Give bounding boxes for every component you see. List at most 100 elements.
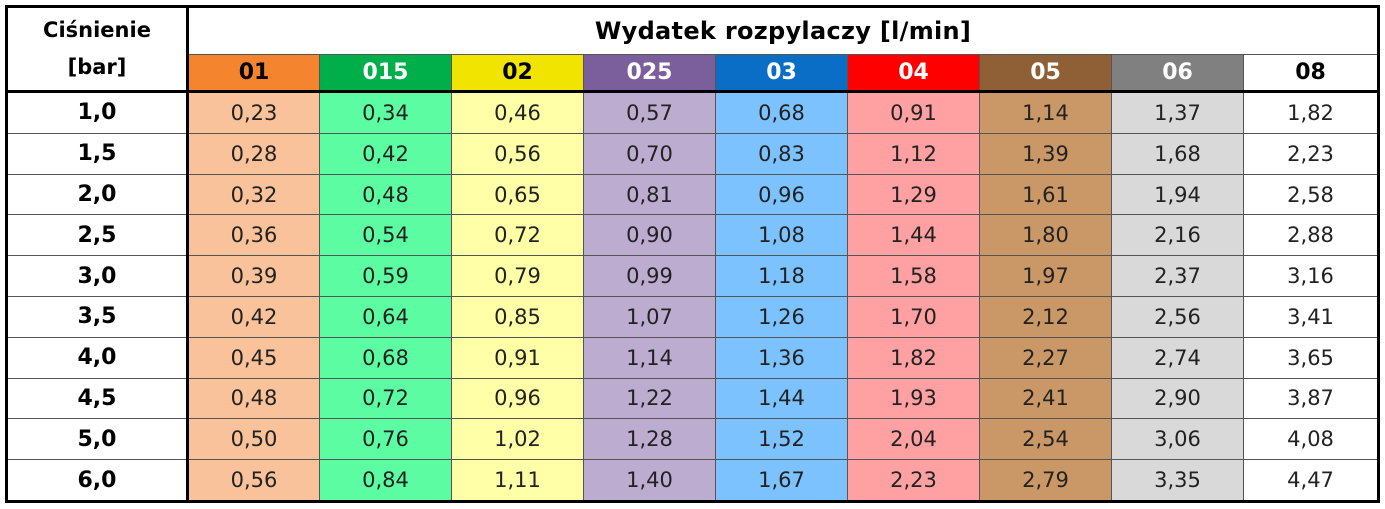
flow-value-cell: 0,34 <box>319 91 452 134</box>
flow-value-cell: 0,90 <box>583 214 716 257</box>
flow-value-cell: 0,96 <box>715 173 848 216</box>
table-title-row: Ciśnienie [bar] Wydatek rozpylaczy [l/min… <box>6 6 1380 93</box>
flow-value-cell: 1,02 <box>451 418 584 461</box>
flow-value-cell: 0,45 <box>187 336 320 379</box>
pressure-value: 6,0 <box>6 459 189 502</box>
flow-value-cell: 0,84 <box>319 459 452 502</box>
flow-value-cell: 0,72 <box>451 214 584 257</box>
pressure-value: 3,0 <box>6 255 189 297</box>
table-row: 4,5 0,48 0,72 0,96 1,22 1,44 1,93 2,41 2,90 3,87 <box>6 377 1380 420</box>
flow-value-cell: 0,91 <box>451 336 584 379</box>
flow-value-cell: 0,23 <box>187 91 320 134</box>
table-row: 1,0 0,23 0,34 0,46 0,57 0,68 0,91 1,14 1,37 1,82 <box>6 91 1380 134</box>
flow-value-cell: 2,37 <box>1111 255 1244 297</box>
nozzle-header-02: 02 <box>451 54 584 93</box>
flow-value-cell: 1,22 <box>583 377 716 420</box>
flow-value-cell: 2,56 <box>1111 295 1244 338</box>
flow-value-cell: 1,97 <box>979 255 1112 297</box>
table-body: 1,0 0,23 0,34 0,46 0,57 0,68 0,91 1,14 1,37 1,82 1… <box>6 91 1380 502</box>
flow-value-cell: 3,41 <box>1242 295 1380 338</box>
pressure-value: 3,5 <box>6 295 189 338</box>
flow-value-cell: 1,80 <box>979 214 1112 257</box>
nozzle-header-04: 04 <box>847 54 980 93</box>
flow-value-cell: 2,41 <box>979 377 1112 420</box>
flow-value-cell: 2,88 <box>1242 214 1380 257</box>
flow-value-cell: 0,79 <box>451 255 584 297</box>
flow-value-cell: 0,68 <box>715 91 848 134</box>
flow-value-cell: 0,36 <box>187 214 320 257</box>
pressure-value: 1,0 <box>6 91 189 134</box>
flow-value-cell: 0,48 <box>319 173 452 216</box>
flow-value-cell: 1,18 <box>715 255 848 297</box>
flow-value-cell: 0,28 <box>187 132 320 175</box>
flow-value-cell: 2,79 <box>979 459 1112 502</box>
nozzle-header-row: 01 015 02 025 03 04 05 06 08 <box>7 54 1380 93</box>
flow-value-cell: 0,65 <box>451 173 584 216</box>
flow-value-cell: 1,08 <box>715 214 848 257</box>
flow-value-cell: 0,96 <box>451 377 584 420</box>
table-row: 2,5 0,36 0,54 0,72 0,90 1,08 1,44 1,80 2,16 2,88 <box>6 214 1380 257</box>
flow-value-cell: 1,82 <box>847 336 980 379</box>
nozzle-flow-table: Ciśnienie [bar] Wydatek rozpylaczy [l/min… <box>5 5 1381 503</box>
flow-value-cell: 1,58 <box>847 255 980 297</box>
table-row: 4,0 0,45 0,68 0,91 1,14 1,36 1,82 2,27 2,74 3,65 <box>6 336 1380 379</box>
flow-value-cell: 0,99 <box>583 255 716 297</box>
table-row: 3,5 0,42 0,64 0,85 1,07 1,26 1,70 2,12 2,56 3,41 <box>6 295 1380 338</box>
table-row: 2,0 0,32 0,48 0,65 0,81 0,96 1,29 1,61 1,94 2,58 <box>6 173 1380 216</box>
flow-value-cell: 0,50 <box>187 418 320 461</box>
flow-value-cell: 0,68 <box>319 336 452 379</box>
nozzle-header-01: 01 <box>187 54 320 93</box>
flow-value-cell: 1,26 <box>715 295 848 338</box>
flow-value-cell: 0,48 <box>187 377 320 420</box>
flow-value-cell: 1,28 <box>583 418 716 461</box>
flow-value-cell: 1,52 <box>715 418 848 461</box>
nozzle-header-015: 015 <box>319 54 452 93</box>
flow-value-cell: 1,07 <box>583 295 716 338</box>
nozzle-header-03: 03 <box>715 54 848 93</box>
pressure-value: 4,5 <box>6 377 189 420</box>
flow-value-cell: 1,44 <box>715 377 848 420</box>
flow-value-cell: 1,14 <box>979 91 1112 134</box>
flow-value-cell: 1,94 <box>1111 173 1244 216</box>
flow-value-cell: 0,76 <box>319 418 452 461</box>
flow-value-cell: 0,83 <box>715 132 848 175</box>
flow-value-cell: 1,37 <box>1111 91 1244 134</box>
table-title: Wydatek rozpylaczy [l/min] <box>186 6 1380 55</box>
flow-value-cell: 3,16 <box>1242 255 1380 297</box>
table-row: 1,5 0,28 0,42 0,56 0,70 0,83 1,12 1,39 1,68 2,23 <box>6 132 1380 175</box>
flow-value-cell: 4,08 <box>1242 418 1380 461</box>
flow-value-cell: 0,57 <box>583 91 716 134</box>
flow-value-cell: 3,06 <box>1111 418 1244 461</box>
flow-value-cell: 2,23 <box>847 459 980 502</box>
pressure-value: 2,0 <box>6 173 189 216</box>
flow-value-cell: 3,87 <box>1242 377 1380 420</box>
nozzle-header-05: 05 <box>979 54 1112 93</box>
nozzle-header-08: 08 <box>1242 54 1380 93</box>
flow-value-cell: 2,58 <box>1242 173 1380 216</box>
table-row: 6,0 0,56 0,84 1,11 1,40 1,67 2,23 2,79 3,35 4,47 <box>6 459 1380 502</box>
flow-value-cell: 1,36 <box>715 336 848 379</box>
flow-value-cell: 0,56 <box>187 459 320 502</box>
flow-value-cell: 1,68 <box>1111 132 1244 175</box>
flow-value-cell: 1,29 <box>847 173 980 216</box>
flow-value-cell: 2,04 <box>847 418 980 461</box>
flow-value-cell: 2,12 <box>979 295 1112 338</box>
flow-value-cell: 1,11 <box>451 459 584 502</box>
flow-value-cell: 0,42 <box>319 132 452 175</box>
table-row: 3,0 0,39 0,59 0,79 0,99 1,18 1,58 1,97 2,37 3,16 <box>6 255 1380 297</box>
flow-value-cell: 1,70 <box>847 295 980 338</box>
flow-value-cell: 0,85 <box>451 295 584 338</box>
pressure-value: 1,5 <box>6 132 189 175</box>
flow-value-cell: 3,65 <box>1242 336 1380 379</box>
flow-value-cell: 2,27 <box>979 336 1112 379</box>
flow-value-cell: 1,67 <box>715 459 848 502</box>
flow-value-cell: 0,42 <box>187 295 320 338</box>
flow-value-cell: 2,74 <box>1111 336 1244 379</box>
pressure-value: 5,0 <box>6 418 189 461</box>
flow-value-cell: 2,54 <box>979 418 1112 461</box>
flow-value-cell: 0,72 <box>319 377 452 420</box>
flow-value-cell: 0,46 <box>451 91 584 134</box>
flow-value-cell: 1,44 <box>847 214 980 257</box>
pressure-header-label: Ciśnienie <box>43 18 151 42</box>
flow-value-cell: 0,70 <box>583 132 716 175</box>
